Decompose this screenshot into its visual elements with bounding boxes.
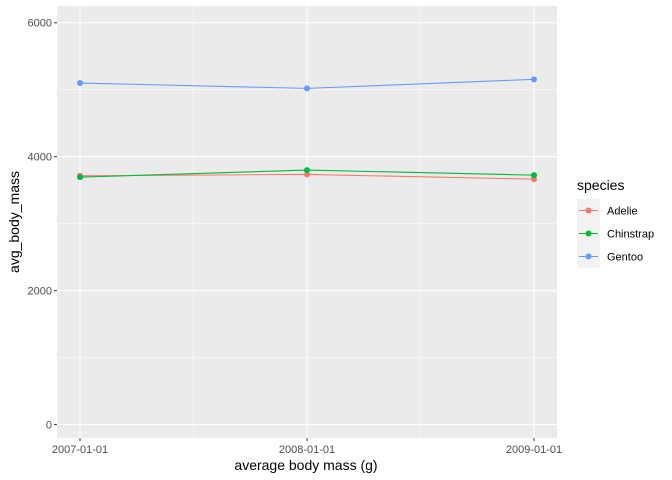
data-point-gentoo bbox=[77, 80, 83, 87]
x-tick-label: 2008-01-01 bbox=[279, 444, 335, 456]
data-point-chinstrap bbox=[304, 167, 310, 174]
legend-label-gentoo: Gentoo bbox=[607, 252, 643, 264]
series-layer bbox=[77, 76, 537, 183]
y-tick-label: 0 bbox=[46, 420, 52, 432]
data-point-gentoo bbox=[304, 85, 310, 92]
y-axis-title: avg_body_mass bbox=[6, 171, 22, 273]
x-tick-label: 2009-01-01 bbox=[506, 444, 562, 456]
data-point-gentoo bbox=[531, 76, 537, 83]
x-axis: 2007-01-01 2008-01-01 2009-01-01 bbox=[52, 438, 562, 456]
legend-label-chinstrap: Chinstrap bbox=[607, 229, 654, 241]
y-tick-label: 2000 bbox=[28, 286, 52, 298]
legend-point-adelie bbox=[585, 207, 592, 214]
y-tick-label: 6000 bbox=[28, 18, 52, 30]
legend-point-chinstrap bbox=[585, 230, 592, 237]
y-tick-label: 4000 bbox=[28, 152, 52, 164]
legend-title: species bbox=[577, 177, 624, 193]
legend-point-gentoo bbox=[585, 253, 592, 260]
legend-label-adelie: Adelie bbox=[607, 206, 638, 218]
y-axis: 0 2000 4000 6000 bbox=[28, 18, 57, 432]
data-point-adelie bbox=[304, 171, 310, 178]
data-point-chinstrap bbox=[77, 174, 83, 181]
x-tick-label: 2007-01-01 bbox=[52, 444, 108, 456]
legend: species Adelie Chinstrap Gentoo bbox=[577, 177, 654, 268]
data-point-chinstrap bbox=[531, 172, 537, 179]
x-axis-title: average body mass (g) bbox=[234, 457, 377, 473]
